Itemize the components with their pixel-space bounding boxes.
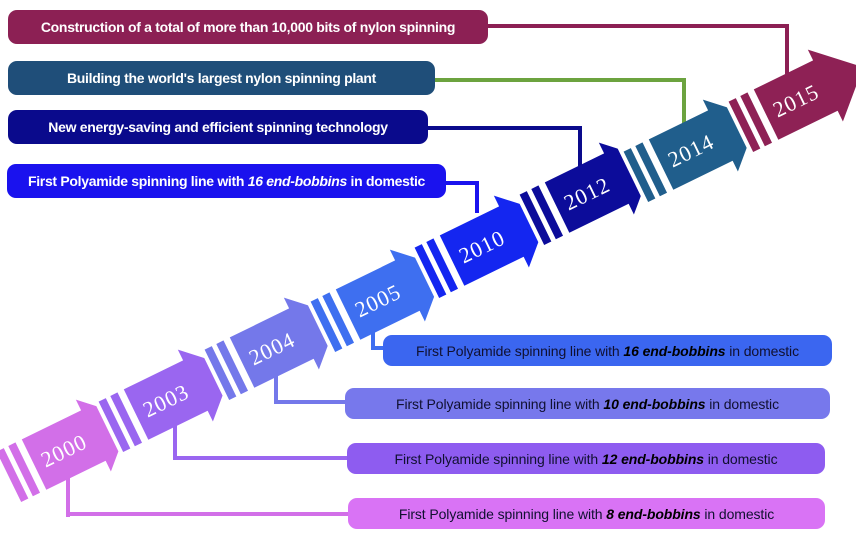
label-prefix: First Polyamide spinning line with: [398, 505, 607, 522]
milestone-label-text: Building the world's largest nylon spinn…: [66, 70, 377, 86]
timeline-arrow-2004: 2004: [193, 279, 356, 417]
label-prefix: First Polyamide spinning line with: [396, 395, 604, 412]
connector-line: [274, 363, 278, 404]
label-highlight: 16 end-bobbins: [623, 342, 726, 359]
connector-line: [66, 465, 70, 517]
connector-line: [371, 346, 387, 350]
connector-line: [66, 512, 352, 516]
milestone-label-text: First Polyamide spinning line with 10 en…: [396, 396, 779, 412]
milestone-label-text: First Polyamide spinning line with 12 en…: [395, 451, 778, 467]
milestone-label-12-bobbins: First Polyamide spinning line with 12 en…: [347, 443, 825, 474]
label-highlight: 12 end-bobbins: [601, 450, 704, 467]
label-prefix: First Polyamide spinning line with: [394, 450, 602, 467]
milestone-label-text: First Polyamide spinning line with 8 end…: [399, 506, 774, 522]
connector-line: [371, 321, 375, 350]
connector-line: [446, 181, 479, 185]
milestone-label-16-bobbins-top: First Polyamide spinning line with 16 en…: [7, 164, 446, 198]
connector-line: [488, 24, 789, 28]
label-prefix: First Polyamide spinning line with: [416, 342, 624, 359]
milestone-label-8-bobbins: First Polyamide spinning line with 8 end…: [348, 498, 825, 529]
connector-line: [428, 126, 582, 130]
timeline-arrow-2000: 2000: [0, 381, 149, 519]
connector-line: [435, 78, 686, 82]
connector-line: [682, 78, 686, 144]
label-suffix: in domestic: [705, 395, 779, 412]
label-highlight: 10 end-bobbins: [603, 395, 706, 412]
connector-line: [785, 24, 789, 114]
label-suffix: in domestic: [700, 505, 775, 522]
milestone-label-text: New energy-saving and efficient spinning…: [48, 119, 388, 135]
label-suffix: in domestic: [703, 450, 778, 467]
timeline-arrow-2015: 2015: [717, 31, 856, 169]
timeline-arrow-2010: 2010: [403, 177, 566, 315]
timeline-arrow-2003: 2003: [87, 331, 250, 469]
label-suffix: in domestic: [725, 342, 799, 359]
milestone-label-text: First Polyamide spinning line with 16 en…: [28, 173, 425, 189]
timeline-arrow-2005: 2005: [299, 231, 462, 369]
milestone-label-10-bobbins: First Polyamide spinning line with 10 en…: [345, 388, 830, 419]
milestone-label-construction: Construction of a total of more than 10,…: [8, 10, 488, 44]
milestone-label-energy-saving: New energy-saving and efficient spinning…: [8, 110, 428, 144]
label-suffix: in domestic: [346, 173, 426, 189]
milestone-label-text: First Polyamide spinning line with 16 en…: [416, 343, 799, 359]
connector-line: [173, 418, 177, 460]
connector-line: [475, 181, 479, 213]
milestone-label-text: Construction of a total of more than 10,…: [40, 19, 456, 35]
connector-line: [173, 456, 351, 460]
label-prefix: First Polyamide spinning line with: [27, 173, 248, 189]
milestone-label-largest-plant: Building the world's largest nylon spinn…: [8, 61, 435, 95]
connector-line: [274, 400, 349, 404]
label-highlight: 8 end-bobbins: [606, 505, 701, 522]
connector-line: [578, 126, 582, 184]
milestone-label-16-bobbins: First Polyamide spinning line with 16 en…: [383, 335, 832, 366]
timeline-arrow-2014: 2014: [612, 81, 775, 219]
label-highlight: 16 end-bobbins: [247, 173, 348, 189]
